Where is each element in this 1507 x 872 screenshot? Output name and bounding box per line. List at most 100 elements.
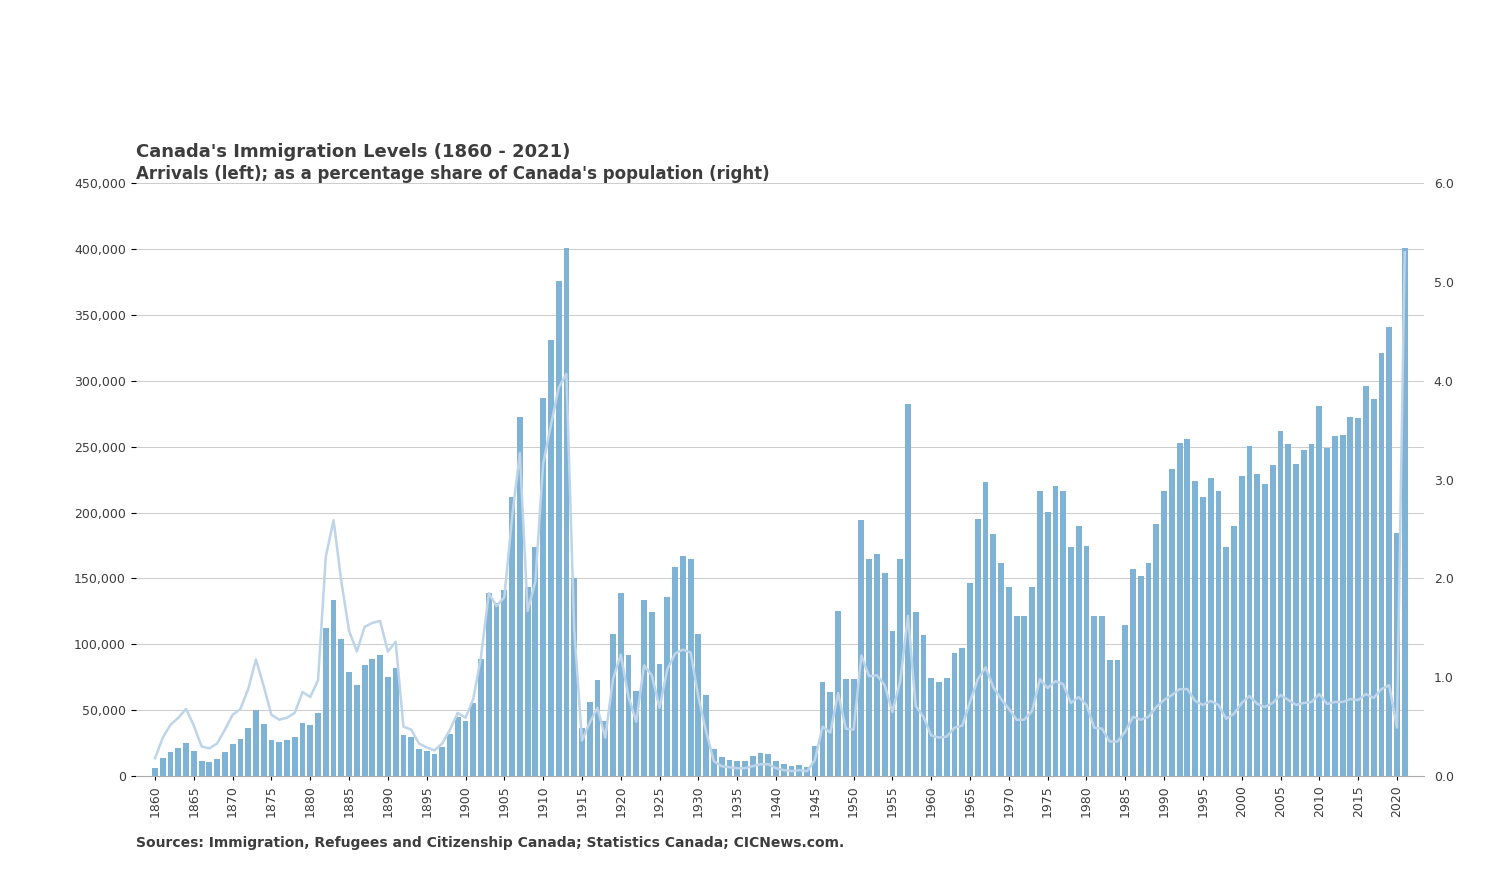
Bar bbox=[827, 691, 833, 776]
Bar bbox=[820, 682, 826, 776]
Bar bbox=[1076, 526, 1082, 776]
Bar bbox=[377, 656, 383, 776]
Bar bbox=[229, 744, 235, 776]
Bar bbox=[214, 760, 220, 776]
Bar bbox=[618, 593, 624, 776]
Bar bbox=[268, 740, 274, 776]
Bar bbox=[928, 678, 934, 776]
Bar bbox=[362, 664, 368, 776]
Bar bbox=[650, 612, 654, 776]
Bar bbox=[1246, 446, 1252, 776]
Bar bbox=[285, 740, 289, 776]
Bar bbox=[1231, 526, 1237, 776]
Bar bbox=[687, 559, 693, 776]
Bar bbox=[401, 735, 407, 776]
Bar bbox=[960, 648, 964, 776]
Bar bbox=[315, 712, 321, 776]
Bar bbox=[532, 548, 538, 776]
Bar bbox=[1394, 533, 1400, 776]
Text: Sources: Immigration, Refugees and Citizenship Canada; Statistics Canada; CICNew: Sources: Immigration, Refugees and Citiz… bbox=[136, 836, 844, 850]
Bar bbox=[1130, 569, 1136, 776]
Bar bbox=[1239, 476, 1245, 776]
Bar bbox=[1317, 406, 1322, 776]
Bar bbox=[842, 678, 848, 776]
Bar bbox=[276, 742, 282, 776]
Bar bbox=[339, 639, 344, 776]
Bar bbox=[1052, 486, 1058, 776]
Bar bbox=[750, 756, 755, 776]
Bar bbox=[1254, 474, 1260, 776]
Bar bbox=[704, 695, 710, 776]
Bar bbox=[998, 563, 1004, 776]
Bar bbox=[657, 664, 663, 776]
Bar bbox=[330, 600, 336, 776]
Bar bbox=[463, 721, 469, 776]
Bar bbox=[408, 737, 414, 776]
Bar bbox=[711, 749, 717, 776]
Bar bbox=[152, 768, 158, 776]
Bar bbox=[719, 758, 725, 776]
Bar bbox=[1224, 547, 1230, 776]
Bar bbox=[354, 685, 360, 776]
Bar bbox=[431, 754, 437, 776]
Bar bbox=[307, 726, 313, 776]
Bar bbox=[1270, 466, 1275, 776]
Bar bbox=[983, 482, 989, 776]
Bar bbox=[640, 600, 647, 776]
Bar bbox=[206, 762, 212, 776]
Bar bbox=[975, 520, 981, 776]
Bar bbox=[943, 678, 949, 776]
Bar bbox=[882, 573, 888, 776]
Bar bbox=[1261, 485, 1267, 776]
Bar bbox=[564, 248, 570, 776]
Bar bbox=[1068, 547, 1074, 776]
Bar bbox=[1402, 248, 1408, 776]
Bar bbox=[191, 751, 197, 776]
Bar bbox=[1153, 524, 1159, 776]
Bar bbox=[1029, 588, 1035, 776]
Bar bbox=[951, 653, 957, 776]
Bar bbox=[913, 611, 919, 776]
Bar bbox=[1037, 491, 1043, 776]
Bar bbox=[625, 655, 631, 776]
Bar bbox=[665, 597, 671, 776]
Bar bbox=[936, 682, 942, 776]
Bar bbox=[478, 658, 484, 776]
Bar bbox=[1014, 617, 1020, 776]
Bar bbox=[610, 634, 616, 776]
Bar bbox=[347, 671, 353, 776]
Bar bbox=[261, 725, 267, 776]
Bar bbox=[502, 589, 508, 776]
Bar bbox=[369, 659, 375, 776]
Bar bbox=[494, 603, 499, 776]
Bar bbox=[1115, 660, 1120, 776]
Bar bbox=[1386, 326, 1392, 776]
Bar bbox=[238, 739, 243, 776]
Bar bbox=[1123, 624, 1129, 776]
Bar bbox=[773, 761, 779, 776]
Bar bbox=[874, 554, 880, 776]
Bar bbox=[1332, 436, 1338, 776]
Bar bbox=[1044, 512, 1050, 776]
Bar bbox=[603, 721, 609, 776]
Text: Canada's Immigration Levels (1860 - 2021): Canada's Immigration Levels (1860 - 2021… bbox=[136, 143, 570, 161]
Bar bbox=[633, 691, 639, 776]
Bar bbox=[440, 747, 445, 776]
Bar bbox=[549, 339, 553, 776]
Bar bbox=[850, 678, 856, 776]
Bar bbox=[524, 587, 530, 776]
Bar bbox=[758, 753, 764, 776]
Bar bbox=[509, 497, 515, 776]
Bar bbox=[672, 567, 678, 776]
Bar bbox=[517, 417, 523, 776]
Bar bbox=[1185, 439, 1191, 776]
Bar bbox=[906, 405, 910, 776]
Bar bbox=[1308, 444, 1314, 776]
Bar bbox=[1022, 617, 1028, 776]
Bar bbox=[470, 703, 476, 776]
Bar bbox=[867, 559, 873, 776]
Bar bbox=[1325, 448, 1331, 776]
Bar bbox=[485, 593, 491, 776]
Bar bbox=[1301, 450, 1307, 776]
Bar bbox=[1285, 445, 1291, 776]
